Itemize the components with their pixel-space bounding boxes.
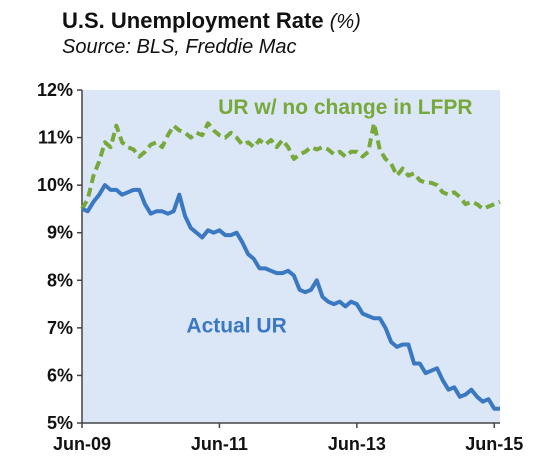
- chart-title: U.S. Unemployment Rate (%): [62, 8, 361, 35]
- x-tick-label: Jun-09: [53, 434, 111, 454]
- y-tick-label: 11%: [38, 128, 73, 148]
- y-tick-label: 8%: [47, 270, 73, 290]
- series-line-1: [80, 121, 501, 211]
- x-tick-label: Jun-13: [328, 434, 386, 454]
- y-tick-label: 12%: [37, 80, 73, 100]
- y-tick-label: 7%: [47, 318, 73, 338]
- chart-subtitle: Source: BLS, Freddie Mac: [62, 36, 297, 58]
- labels-layer: UR w/ no change in LFPR Actual UR: [186, 96, 472, 338]
- y-tick-label: 10%: [37, 175, 73, 195]
- series-annotation-2: Actual UR: [186, 315, 286, 338]
- series-layer: [80, 121, 501, 411]
- series-annotation-1: UR w/ no change in LFPR: [218, 96, 472, 119]
- chart-title-unit: (%): [329, 11, 361, 33]
- axes: 5% 6% 7% 8% 9% 10% 11% 12% Jun-09 Jun-11 Jun-13 Jun…: [37, 80, 523, 454]
- title-block: U.S. Unemployment Rate (%) Source: BLS, …: [62, 8, 361, 59]
- chart-title-text: U.S. Unemployment Rate: [62, 8, 324, 33]
- y-tick-label: 6%: [47, 365, 73, 385]
- x-tick-label: Jun-11: [191, 434, 248, 454]
- y-tick-label: 9%: [47, 223, 73, 243]
- x-tick-label: Jun-15: [465, 434, 523, 454]
- y-tick-label: 5%: [47, 413, 73, 433]
- series-line-2: [81, 183, 500, 411]
